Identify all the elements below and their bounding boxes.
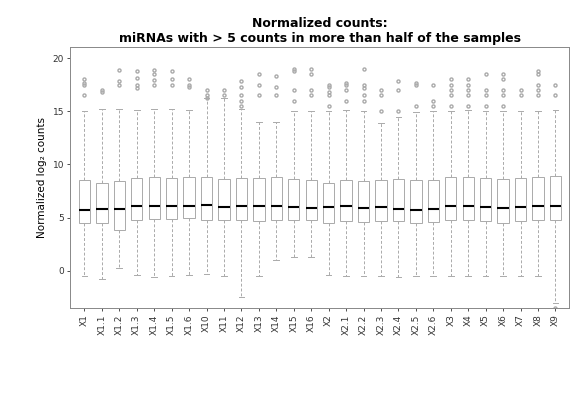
PathPatch shape (166, 178, 177, 219)
Y-axis label: Normalized log₂ counts: Normalized log₂ counts (37, 117, 47, 238)
PathPatch shape (428, 181, 439, 222)
PathPatch shape (305, 181, 317, 220)
PathPatch shape (183, 177, 195, 218)
PathPatch shape (410, 181, 421, 223)
PathPatch shape (393, 179, 404, 221)
PathPatch shape (236, 178, 247, 220)
PathPatch shape (375, 181, 387, 221)
PathPatch shape (288, 179, 299, 220)
PathPatch shape (149, 177, 160, 219)
PathPatch shape (218, 179, 230, 220)
PathPatch shape (515, 178, 526, 221)
PathPatch shape (497, 179, 509, 223)
PathPatch shape (79, 181, 90, 223)
PathPatch shape (323, 182, 335, 223)
PathPatch shape (532, 177, 544, 220)
PathPatch shape (201, 177, 212, 220)
PathPatch shape (463, 177, 474, 220)
PathPatch shape (96, 182, 107, 223)
PathPatch shape (480, 178, 491, 221)
PathPatch shape (253, 178, 265, 221)
PathPatch shape (358, 181, 369, 222)
PathPatch shape (271, 177, 282, 220)
PathPatch shape (340, 181, 352, 221)
PathPatch shape (445, 177, 457, 220)
PathPatch shape (131, 178, 143, 220)
PathPatch shape (550, 176, 561, 220)
Title: Normalized counts:
miRNAs with > 5 counts in more than half of the samples: Normalized counts: miRNAs with > 5 count… (119, 17, 521, 45)
PathPatch shape (114, 181, 125, 230)
